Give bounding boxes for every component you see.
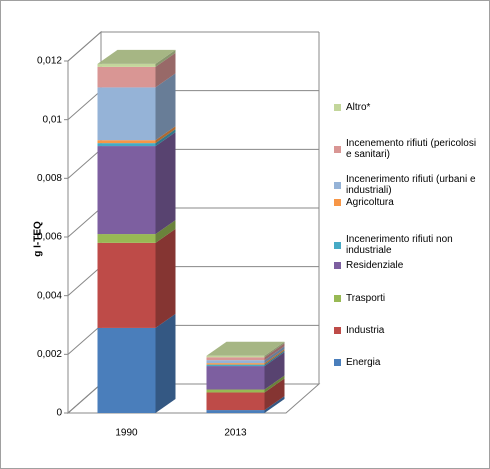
bar-top	[97, 49, 176, 64]
bar-side	[264, 396, 285, 413]
bar-side	[155, 313, 176, 413]
bar-segment	[206, 389, 265, 393]
legend-label: Energia	[346, 357, 381, 368]
bar-side	[155, 73, 176, 141]
bar-side	[264, 349, 285, 365]
legend-swatch	[334, 145, 341, 153]
legend-item: Incenerimento rifiuti (urbani e industri…	[334, 174, 484, 196]
bar-side	[155, 129, 176, 147]
legend-swatch	[334, 295, 341, 302]
legend-item: Altro*	[334, 102, 484, 113]
y-tick-label: 0,006	[37, 232, 62, 243]
legend-item: Trasporti	[334, 293, 484, 304]
bar-side	[264, 375, 285, 393]
legend-item: Industria	[334, 325, 484, 336]
legend-item: Agricoltura	[334, 197, 484, 208]
bar-segment	[97, 140, 156, 144]
bar-segment	[97, 63, 156, 67]
legend-swatch	[334, 104, 341, 111]
bar-segment	[97, 146, 156, 235]
bar-side	[155, 220, 176, 243]
y-tick-label: 0,012	[37, 56, 62, 67]
bar-segment	[97, 242, 156, 328]
bar-segment	[97, 66, 156, 88]
bar-top	[206, 341, 285, 356]
legend-swatch	[334, 199, 341, 206]
bar-segment	[206, 360, 265, 364]
grid-line	[67, 31, 319, 62]
legend-swatch	[334, 327, 341, 334]
legend-label: Trasporti	[346, 293, 386, 304]
y-axis-title: g I-TEQ	[33, 221, 44, 257]
y-tick-label: 0,002	[37, 349, 62, 360]
bar-segment	[97, 327, 156, 413]
bar-segment	[206, 357, 265, 361]
bar-side	[264, 346, 285, 364]
bar-segment	[206, 355, 265, 358]
bar-segment	[97, 87, 156, 141]
bar-side	[155, 228, 176, 328]
bar-side	[155, 52, 176, 88]
legend-label: Altro*	[346, 102, 371, 113]
bar-segment	[97, 143, 156, 147]
legend-label: Industria	[346, 325, 385, 336]
legend-item: Energia	[334, 357, 484, 368]
y-tick-label: 0,004	[37, 290, 62, 301]
y-tick-label: 0,01	[43, 114, 63, 125]
legend-label: Incenerimento rifiuti non industriale	[346, 234, 453, 256]
bar-segment	[206, 410, 265, 413]
y-tick-label: 0	[56, 408, 62, 419]
bar-side	[264, 341, 285, 358]
legend-swatch	[334, 262, 341, 269]
bar-segment	[97, 234, 156, 243]
legend-item: Incenemento rifiuti (pericolosi e sanita…	[334, 138, 484, 160]
bar-side	[264, 352, 285, 390]
bar-side	[264, 343, 285, 361]
bar-segment	[206, 364, 265, 367]
legend-label: Agricoltura	[346, 197, 394, 208]
bar-side	[264, 378, 285, 411]
bar-side	[155, 126, 176, 144]
bar-side	[155, 49, 176, 67]
bar-side	[264, 350, 285, 367]
x-tick-label: 1990	[115, 428, 138, 439]
bar-side	[155, 132, 176, 235]
legend-item: Residenziale	[334, 260, 484, 271]
legend-swatch	[334, 359, 341, 366]
legend-swatch	[334, 181, 341, 189]
legend-item: Incenerimento rifiuti non industriale	[334, 234, 484, 256]
legend-label: Incenemento rifiuti (pericolosi e sanita…	[346, 138, 477, 160]
bar-segment	[206, 363, 265, 365]
y-tick-label: 0,008	[37, 173, 62, 184]
bar-segment	[206, 392, 265, 411]
legend-label: Incenerimento rifiuti (urbani e industri…	[346, 174, 476, 196]
legend-swatch	[334, 241, 341, 249]
x-tick-label: 2013	[224, 428, 247, 439]
bar-segment	[206, 366, 265, 390]
legend-label: Residenziale	[346, 260, 404, 271]
